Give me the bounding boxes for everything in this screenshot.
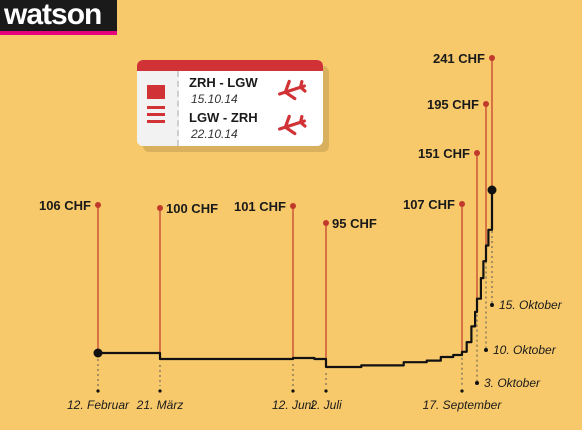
price-label: 101 CHF (234, 199, 286, 214)
price-label: 195 CHF (427, 97, 479, 112)
flight-ticket: ZRH - LGW 15.10.14 LGW - ZRH 22.10.14 (137, 60, 329, 152)
date-label: 15. Oktober (499, 298, 563, 312)
return-date: 22.10.14 (191, 127, 238, 141)
price-line (98, 190, 494, 369)
date-label: 12. Juni (272, 398, 314, 412)
date-label: 2. Juli (309, 398, 342, 412)
date-label: 17. September (423, 398, 503, 412)
watson-logo: watson (0, 0, 117, 35)
price-marker (474, 150, 480, 156)
price-marker (157, 205, 163, 211)
ticket-stub-block (147, 85, 165, 99)
date-label: 3. Oktober (484, 376, 541, 390)
outbound-route: ZRH - LGW (189, 75, 258, 90)
price-marker (290, 203, 296, 209)
price-marker (95, 202, 101, 208)
logo-text: watson (4, 0, 102, 31)
ticket-stub (137, 71, 179, 146)
ticket-stub-line (147, 106, 165, 109)
date-tick (96, 389, 100, 393)
price-label: 106 CHF (39, 198, 91, 213)
date-tick (490, 303, 494, 307)
return-route: LGW - ZRH (189, 110, 258, 125)
date-tick (484, 348, 488, 352)
ticket-stub-line (147, 113, 165, 116)
price-marker (483, 101, 489, 107)
date-label: 12. Februar (67, 398, 130, 412)
price-label: 107 CHF (403, 197, 455, 212)
ticket-stub-line (147, 120, 165, 123)
date-tick (460, 389, 464, 393)
date-tick (291, 389, 295, 393)
date-label: 21. März (136, 398, 184, 412)
price-label: 100 CHF (166, 201, 218, 216)
price-marker (323, 220, 329, 226)
end-point (487, 185, 497, 195)
price-marker (489, 55, 495, 61)
date-label: 10. Oktober (493, 343, 557, 357)
price-label: 241 CHF (433, 51, 485, 66)
date-tick (324, 389, 328, 393)
start-point (93, 348, 103, 358)
logo-accent-bar (0, 31, 117, 35)
price-label: 151 CHF (418, 146, 470, 161)
date-tick (475, 381, 479, 385)
price-marker (459, 201, 465, 207)
plane-icon (278, 114, 307, 136)
ticket-card: ZRH - LGW 15.10.14 LGW - ZRH 22.10.14 (137, 60, 323, 146)
date-tick (158, 389, 162, 393)
ticket-header-strip (137, 60, 323, 71)
outbound-date: 15.10.14 (191, 92, 238, 106)
price-label: 95 CHF (332, 216, 377, 231)
plane-icon (278, 79, 307, 101)
